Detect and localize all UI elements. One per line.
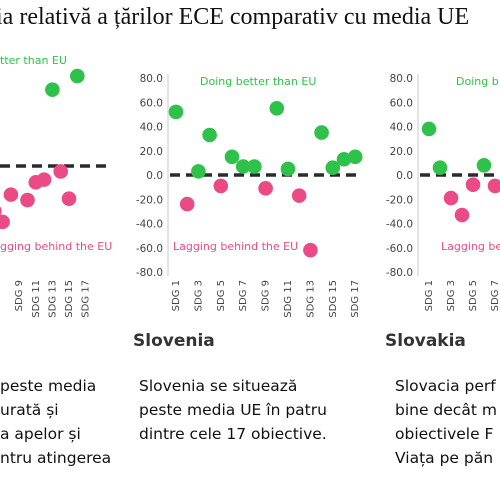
- annotation-behind: Lagging behind the EU: [173, 240, 298, 253]
- country-name-slovenia: Slovenia: [133, 331, 215, 351]
- data-point: [325, 160, 341, 176]
- x-tick-label: SDG 11: [31, 280, 42, 318]
- data-point: [247, 159, 262, 174]
- data-point: [3, 187, 19, 202]
- caption-slovenia: Slovenia se situează peste media UE în p…: [139, 374, 327, 446]
- data-point: [258, 181, 273, 196]
- data-point: [476, 158, 492, 173]
- data-point: [454, 207, 470, 223]
- data-point: [36, 172, 52, 187]
- annotation-behind: gging behind the EU: [0, 240, 112, 253]
- data-point: [202, 127, 217, 143]
- caption-line: urată și: [0, 401, 59, 419]
- data-point: [235, 159, 251, 174]
- annotation-better: Doing b: [456, 75, 499, 88]
- x-tick-label: SDG 1: [171, 280, 182, 311]
- caption-line: dintre cele 17 obiective.: [139, 425, 327, 443]
- y-tick-label: -20.0: [136, 194, 163, 206]
- caption-line: obiectivele F: [395, 425, 494, 443]
- data-point: [168, 104, 184, 120]
- x-tick-label: SDG 7: [238, 280, 249, 311]
- x-tick-label: SDG 17: [350, 280, 361, 318]
- y-tick-label: -80.0: [136, 267, 163, 279]
- y-tick-label: 20.0: [390, 146, 413, 158]
- data-point: [421, 121, 437, 137]
- y-tick-label: -80.0: [386, 267, 413, 279]
- data-point: [336, 151, 352, 167]
- data-point: [179, 196, 195, 212]
- data-point: [269, 101, 285, 116]
- caption-line: Slovenia se situează: [139, 377, 298, 395]
- data-point: [213, 178, 229, 194]
- data-point: [347, 149, 363, 165]
- y-tick-label: 40.0: [140, 122, 163, 134]
- chart-panel-slovakia: 80.0 60.0 40.0 20.0 0.0 -20.0 -40.0 -60.0 -80.0 D…: [386, 73, 500, 311]
- x-tick-label: SDG 5: [216, 280, 227, 311]
- x-tick-label: SDG 13: [47, 280, 58, 318]
- caption-line: Slovacia perf: [395, 377, 496, 395]
- caption-slovakia: Slovacia perf bine decât m obiectivele F…: [395, 374, 497, 470]
- y-tick-label: 40.0: [390, 122, 413, 134]
- y-tick-label: 60.0: [140, 97, 163, 109]
- caption-line: peste media: [0, 377, 97, 395]
- x-tick-label: SDG 3: [193, 280, 204, 311]
- data-point: [432, 160, 448, 176]
- data-point: [53, 164, 68, 179]
- data-point: [45, 82, 60, 97]
- x-tick-label: SDG 3: [446, 280, 457, 311]
- data-point: [0, 206, 2, 216]
- data-point: [20, 192, 35, 208]
- caption-line: bine decât m: [395, 401, 497, 419]
- y-tick-label: 60.0: [390, 97, 413, 109]
- x-tick-label: SDG 9: [261, 280, 272, 311]
- chart-panel-slovenia: 80.0 60.0 40.0 20.0 0.0 -20.0 -40.0 -60.0 -80.0 D…: [136, 73, 363, 318]
- x-tick-label: SDG 11: [283, 280, 294, 318]
- data-point: [303, 242, 318, 258]
- y-tick-label: -40.0: [386, 219, 413, 231]
- y-tick-label: -60.0: [136, 243, 163, 255]
- annotation-better: tter than EU: [0, 54, 67, 67]
- page-title: ia relativă a țărilor ECE comparativ cu …: [0, 4, 470, 30]
- data-point: [280, 161, 296, 177]
- data-point: [443, 190, 459, 206]
- y-tick-label: -20.0: [386, 194, 413, 206]
- y-tick-label: -40.0: [136, 219, 163, 231]
- country-name-slovakia: Slovakia: [385, 331, 466, 351]
- data-point: [61, 191, 77, 206]
- y-tick-label: 0.0: [146, 170, 163, 182]
- data-point: [0, 214, 10, 230]
- annotation-behind: Lagging behi: [441, 240, 500, 253]
- y-tick-label: 80.0: [390, 73, 413, 85]
- y-tick-label: -60.0: [386, 243, 413, 255]
- caption-line: peste media UE în patru: [139, 401, 327, 419]
- data-point: [70, 68, 85, 84]
- y-tick-label: 0.0: [396, 170, 413, 182]
- x-tick-label: SDG 1: [424, 280, 435, 311]
- data-point: [224, 149, 240, 165]
- x-tick-label: SDG 15: [64, 280, 75, 318]
- data-point: [291, 188, 307, 203]
- data-point: [191, 164, 206, 179]
- caption-line: ntru atingerea: [0, 449, 112, 467]
- data-point: [314, 125, 329, 140]
- data-point: [487, 178, 500, 194]
- chart-panel-left: tter than EU gging behind the EU SDG 9 SDG …: [0, 54, 112, 318]
- caption-line: Viața pe păn: [395, 449, 494, 467]
- x-tick-label: SDG 17: [81, 280, 92, 318]
- y-tick-label: 80.0: [140, 73, 163, 85]
- x-tick-label: SDG 5: [468, 280, 479, 311]
- caption-left: peste media urată și a apelor și ntru at…: [0, 374, 111, 470]
- x-tick-label: SDG 9: [14, 280, 25, 311]
- y-tick-label: 20.0: [140, 146, 163, 158]
- x-tick-label: SDG 15: [328, 280, 339, 318]
- x-tick-label: SDG 13: [305, 280, 316, 318]
- x-tick-label: SDG 7: [490, 280, 500, 311]
- caption-line: a apelor și: [0, 425, 81, 443]
- annotation-better: Doing better than EU: [200, 75, 316, 88]
- data-point: [465, 177, 481, 192]
